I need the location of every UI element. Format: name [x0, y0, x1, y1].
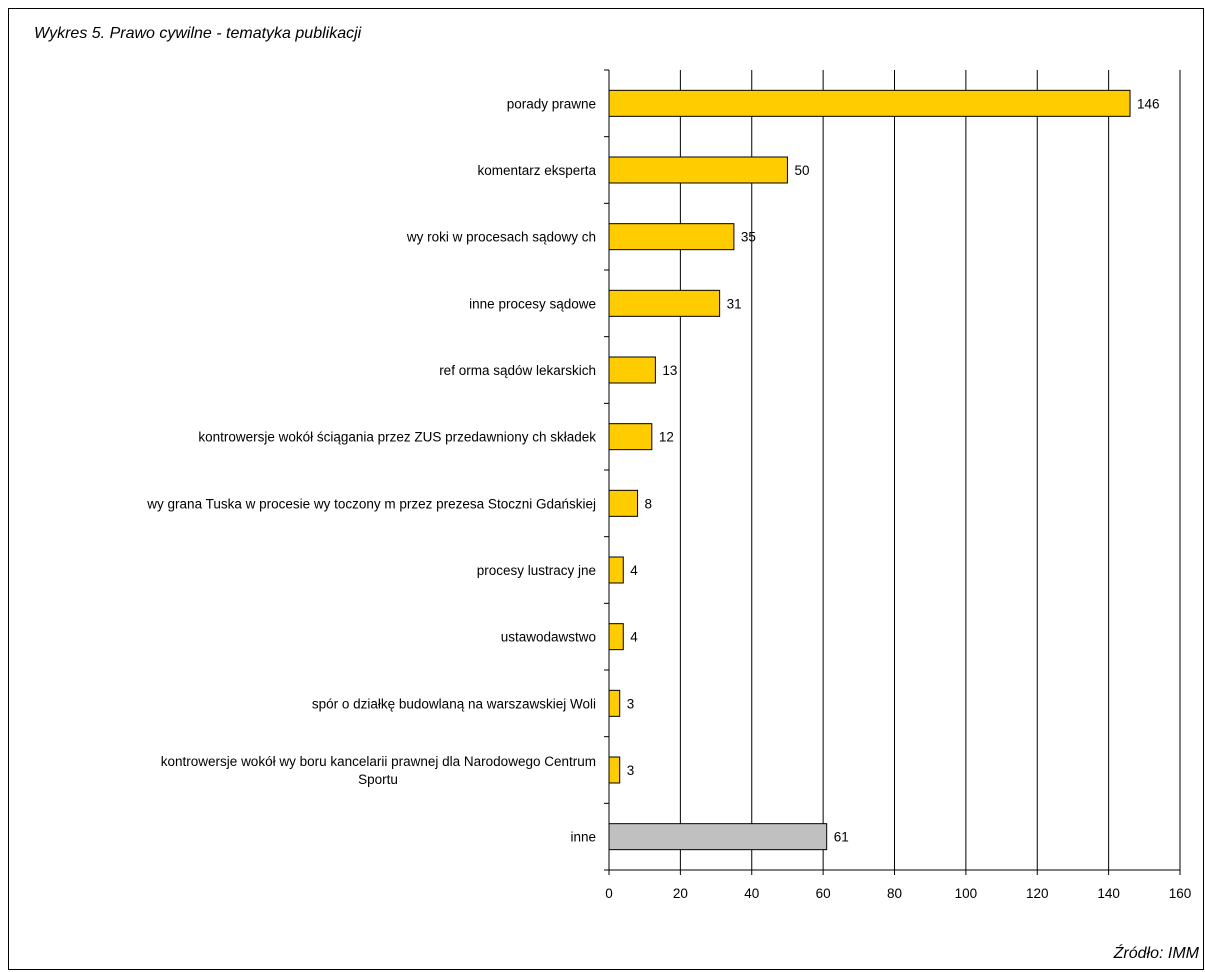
category-label: procesy lustracy jne	[477, 563, 596, 578]
grid-lines	[679, 70, 1181, 870]
category-label: wy grana Tuska w procesie wy toczony m p…	[146, 496, 596, 511]
category-labels: porady prawne komentarz eksperta wy roki w…	[146, 96, 596, 844]
x-tick-label: 0	[605, 886, 613, 901]
bar	[608, 756, 621, 784]
category-label: kontrowersje wokół wy boru kancelarii pr…	[161, 754, 596, 787]
x-axis: 0 20 40 60 80 100 120 140 160	[604, 69, 1192, 901]
category-label: ustawodawstwo	[501, 630, 596, 645]
bar	[608, 489, 639, 517]
x-tick-label: 80	[887, 886, 902, 901]
value-label: 146	[1137, 96, 1160, 111]
chart-frame	[8, 8, 1204, 970]
category-label: wy roki w procesach sądowy ch	[406, 230, 596, 245]
source-note: Źródło: IMM	[1113, 945, 1199, 962]
x-tick-label: 160	[1169, 886, 1192, 901]
bar	[608, 356, 656, 384]
category-label: ref orma sądów lekarskich	[439, 363, 596, 378]
x-tick-label: 60	[816, 886, 831, 901]
x-tick-label: 20	[673, 886, 688, 901]
bar	[608, 423, 653, 451]
x-tick-label: 40	[744, 886, 759, 901]
chart-title: Wykres 5. Prawo cywilne - tematyka publi…	[34, 25, 362, 42]
category-label: inne	[570, 830, 596, 845]
value-label: 3	[627, 763, 635, 778]
bar	[608, 289, 721, 317]
category-label: komentarz eksperta	[477, 163, 596, 178]
category-label: spór o działkę budowlaną na warszawskiej…	[312, 696, 596, 711]
bar	[608, 223, 735, 251]
bars: 146 50 35 31 13 12 8 4 4 3 3 61	[608, 89, 1160, 851]
value-label: 50	[794, 163, 809, 178]
bar	[608, 823, 828, 851]
value-label: 8	[645, 496, 653, 511]
value-label: 35	[741, 230, 756, 245]
value-label: 61	[834, 830, 849, 845]
value-label: 13	[662, 363, 677, 378]
bar	[608, 623, 624, 651]
bar	[608, 89, 1131, 117]
bar	[608, 689, 621, 717]
category-label: kontrowersje wokół ściągania przez ZUS p…	[198, 430, 596, 445]
x-tick-label: 140	[1097, 886, 1120, 901]
value-label: 3	[627, 696, 635, 711]
value-label: 4	[630, 563, 638, 578]
category-label: inne procesy sądowe	[469, 296, 596, 311]
bar-chart: 146 50 35 31 13 12 8 4 4 3 3 61 0 20 40 60 80 100 120 140 1…	[146, 69, 1192, 901]
value-label: 12	[659, 430, 674, 445]
x-tick-label: 120	[1026, 886, 1049, 901]
value-label: 4	[630, 630, 638, 645]
bar	[608, 556, 624, 584]
bar	[608, 156, 788, 184]
x-tick-label: 100	[955, 886, 978, 901]
value-label: 31	[727, 296, 742, 311]
category-label: porady prawne	[507, 96, 596, 111]
